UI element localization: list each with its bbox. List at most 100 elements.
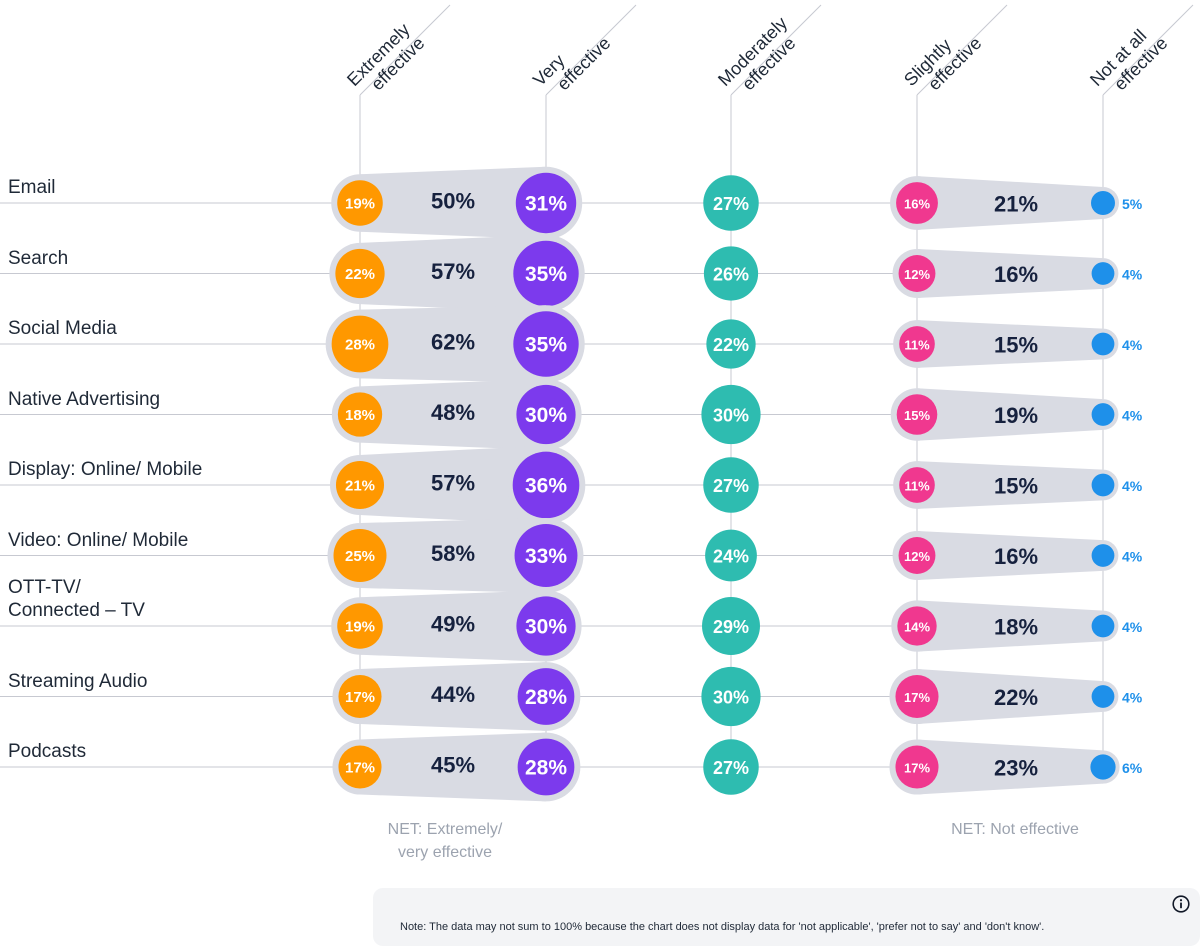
moderately-effective-value: 30% [713, 688, 749, 708]
net-effective-value: 49% [431, 612, 475, 637]
net-not-effective-value: 22% [994, 685, 1038, 710]
slightly-effective-value: 17% [904, 690, 930, 705]
not-at-all-effective-value: 4% [1122, 478, 1143, 494]
net-not-effective-value: 15% [994, 474, 1038, 499]
not-at-all-effective-value: 6% [1122, 760, 1143, 776]
header-divider-moderately [730, 4, 822, 96]
net-effective-band [360, 662, 546, 731]
extremely-effective-dot [337, 392, 383, 437]
net-not-effective-value: 18% [994, 615, 1038, 640]
not-at-all-effective-dot [1091, 544, 1115, 567]
not-at-all-effective-dot [1091, 685, 1115, 708]
moderately-effective-dot [703, 246, 759, 301]
moderately-effective-value: 26% [713, 265, 749, 285]
not-at-all-effective-dot [1091, 191, 1115, 215]
very-effective-dot [516, 384, 576, 445]
slightly-effective-value: 12% [904, 549, 930, 564]
slightly-effective-value: 15% [904, 408, 930, 423]
row-label: Search [8, 247, 69, 269]
row-label: Video: Online/ Mobile [8, 529, 189, 551]
net-not-effective-value: 16% [994, 262, 1038, 287]
net-effective-band [360, 518, 546, 593]
not-at-all-effective-value: 4% [1122, 619, 1143, 635]
net-effective-value: 50% [431, 189, 475, 214]
very-effective-dot [512, 451, 580, 519]
row-label: OTT-TV/ Connected – TV [8, 577, 145, 621]
extremely-effective-value: 19% [345, 196, 375, 213]
extremely-effective-value: 17% [345, 760, 375, 777]
not-at-all-effective-value: 4% [1122, 690, 1143, 706]
very-effective-value: 30% [525, 616, 567, 639]
row-label: Native Advertising [8, 388, 161, 410]
extremely-effective-dot [333, 529, 387, 582]
net-not-effective-band [917, 176, 1103, 230]
row-label: Display: Online/ Mobile [8, 459, 203, 480]
net-not-effective-band [917, 739, 1103, 795]
very-effective-dot [517, 668, 575, 725]
not-at-all-effective-dot [1090, 754, 1116, 780]
info-icon[interactable] [1172, 895, 1190, 913]
not-at-all-effective-dot [1091, 473, 1115, 497]
very-effective-dot [513, 240, 579, 307]
net-effective-label: NET: Extremely/ very effective [387, 821, 503, 861]
net-not-effective-band [917, 388, 1103, 441]
net-not-effective-band [917, 531, 1103, 580]
moderately-effective-value: 27% [713, 476, 749, 496]
extremely-effective-value: 28% [345, 337, 375, 354]
moderately-effective-value: 24% [713, 547, 749, 567]
extremely-effective-dot [331, 315, 389, 373]
slightly-effective-dot [897, 606, 937, 646]
moderately-effective-dot [703, 457, 759, 513]
slightly-effective-dot [895, 674, 939, 719]
moderately-effective-dot [701, 666, 761, 727]
slightly-effective-dot [898, 537, 936, 574]
net-effective-band [360, 305, 546, 383]
slightly-effective-value: 14% [904, 620, 930, 635]
net-effective-band [360, 732, 546, 802]
very-effective-value: 33% [525, 545, 567, 568]
net-not-effective-band [917, 461, 1103, 509]
net-not-effective-value: 15% [994, 333, 1038, 358]
net-effective-band [360, 166, 546, 240]
net-not-effective-value: 23% [994, 756, 1038, 781]
header-divider-extremely [359, 4, 451, 96]
not-at-all-effective-value: 4% [1122, 267, 1143, 283]
slightly-effective-dot [896, 394, 938, 435]
footnote: Note: The data may not sum to 100% becau… [400, 921, 1045, 933]
net-effective-value: 44% [431, 682, 475, 707]
moderately-effective-dot [705, 529, 757, 582]
not-at-all-effective-value: 4% [1122, 549, 1143, 565]
not-at-all-effective-dot [1091, 614, 1115, 638]
net-not-effective-band [917, 600, 1103, 652]
extremely-effective-dot [337, 603, 383, 649]
extremely-effective-value: 19% [345, 619, 375, 636]
slightly-effective-dot [899, 326, 935, 362]
note-box [373, 888, 1200, 946]
row-label: Email [8, 177, 56, 198]
net-effective-band [360, 378, 546, 451]
not-at-all-effective-value: 4% [1122, 337, 1143, 353]
moderately-effective-value: 29% [713, 617, 749, 637]
net-not-effective-value: 19% [994, 403, 1038, 428]
extremely-effective-dot [335, 248, 385, 299]
row-label: Streaming Audio [8, 670, 148, 692]
extremely-effective-value: 18% [345, 407, 375, 424]
not-at-all-effective-value: 5% [1122, 196, 1143, 212]
net-effective-value: 48% [431, 400, 475, 425]
net-not-effective-label: NET: Not effective [951, 821, 1079, 838]
net-not-effective-band [917, 249, 1103, 298]
not-at-all-effective-dot [1091, 332, 1115, 356]
very-effective-value: 36% [525, 475, 567, 498]
net-effective-value: 58% [431, 541, 475, 566]
very-effective-value: 30% [525, 404, 567, 427]
net-effective-band [360, 234, 546, 313]
slightly-effective-value: 16% [904, 197, 930, 212]
net-not-effective-value: 16% [994, 544, 1038, 569]
slightly-effective-value: 11% [904, 479, 930, 494]
moderately-effective-value: 27% [713, 194, 749, 214]
very-effective-dot [513, 311, 579, 377]
slightly-effective-dot [896, 182, 938, 224]
